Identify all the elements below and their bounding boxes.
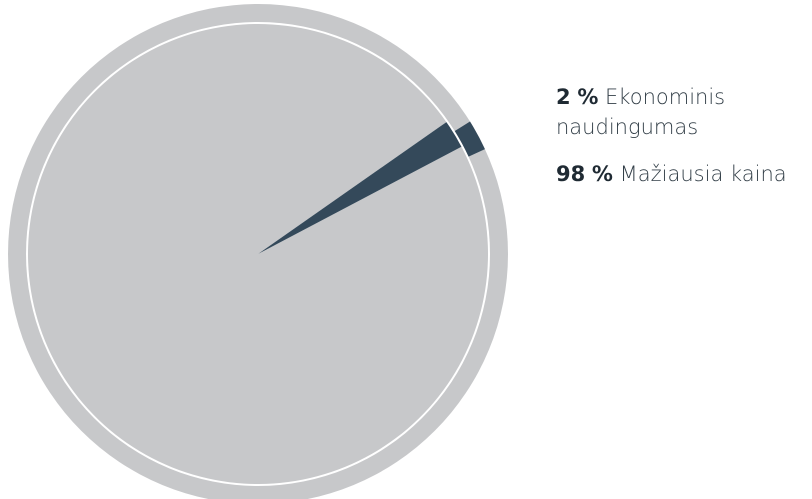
legend-item-ekonominis: 2 % Ekonominis naudingumas — [556, 82, 806, 142]
legend-unit: % — [577, 85, 599, 109]
legend-value: 98 — [556, 162, 586, 186]
legend: 2 % Ekonominis naudingumas 98 % Mažiausi… — [556, 82, 806, 189]
pie-ring-accent-ekonominis-naudingumas — [454, 121, 485, 157]
pie-slice-ekonominis-naudingumas — [258, 122, 462, 254]
pie-slices — [27, 24, 488, 485]
legend-unit: % — [591, 162, 613, 186]
legend-label: Ekonominis naudingumas — [556, 85, 726, 139]
legend-item-maziausia-kaina: 98 % Mažiausia kaina — [556, 159, 806, 189]
legend-value: 2 — [556, 85, 571, 109]
pie-chart — [8, 4, 508, 499]
legend-label: Mažiausia kaina — [619, 162, 787, 186]
pie-slice-maziausia-kaina — [27, 24, 488, 485]
